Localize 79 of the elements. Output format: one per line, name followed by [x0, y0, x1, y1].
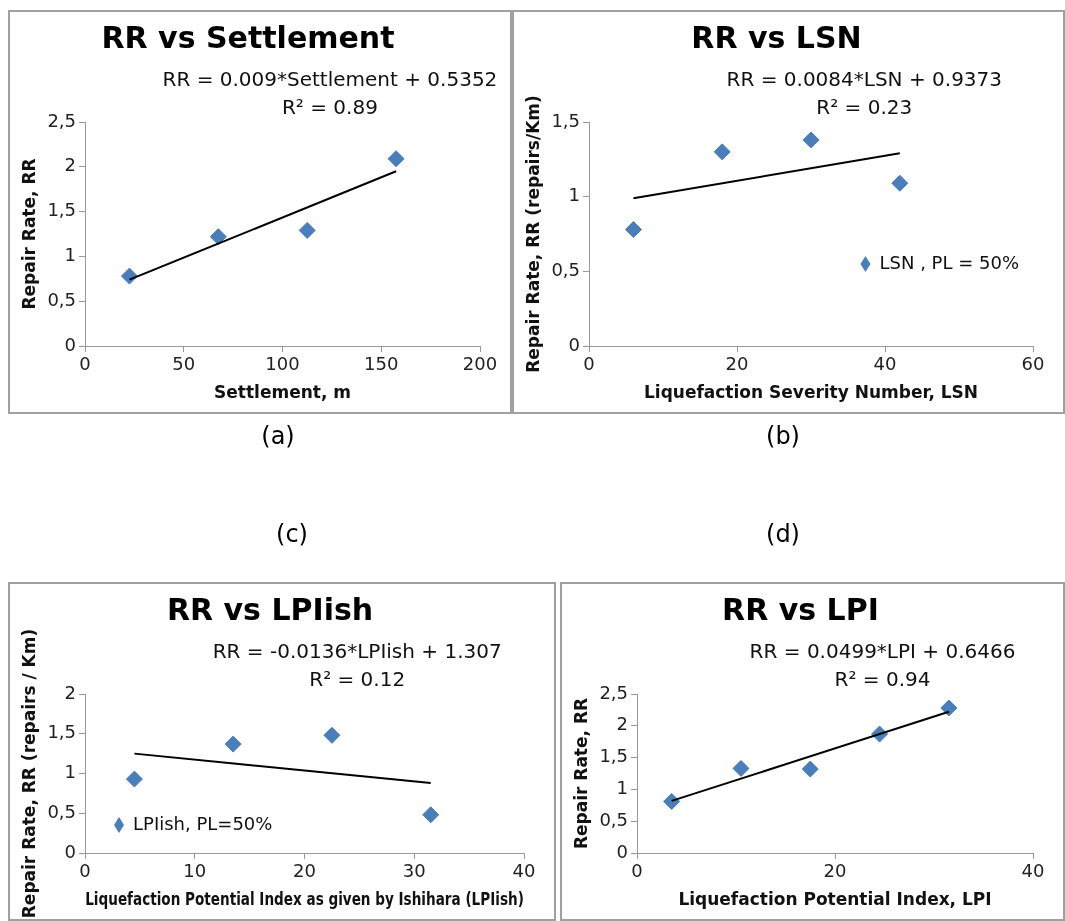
x-tick-label: 20: [725, 353, 749, 375]
point: [624, 221, 642, 239]
x-axis-title: Liquefaction Potential Index as given by Ishihara (LPIish): [85, 889, 524, 910]
y-axis-title: Repair Rate, RR: [570, 697, 591, 850]
x-tick-label: 100: [265, 353, 300, 375]
y-tick-label: 1,5: [47, 199, 77, 221]
x-axis-title: Settlement, m: [214, 382, 351, 403]
y-tick-label: 0,5: [599, 808, 629, 830]
x-tick-label: 200: [462, 353, 498, 375]
y-tick-label: 0: [616, 840, 629, 862]
point: [209, 228, 227, 246]
x-tick-label: 0: [631, 860, 643, 882]
text: (c): [276, 520, 308, 548]
y-tick-label: 1: [616, 777, 629, 799]
text: (d): [766, 520, 800, 548]
y-tick-label: 0: [64, 333, 77, 355]
x-tick-label: 40: [512, 860, 536, 882]
chart-title: RR vs Settlement: [101, 19, 395, 55]
point: [387, 150, 405, 168]
text: R² = 0.89: [281, 95, 378, 119]
y-axis-title: Repair Rate, RR (repairs/Km): [522, 95, 543, 373]
x-tick-label: 30: [402, 860, 426, 882]
x-tick-label: 10: [183, 860, 207, 882]
point: [713, 143, 731, 161]
point: [891, 174, 909, 192]
text: R² = 0.23: [816, 95, 913, 119]
point: [125, 770, 143, 788]
x-axis-title: Liquefaction Severity Number, LSN: [643, 382, 979, 403]
y-tick-label: 2: [616, 713, 629, 735]
point: [802, 131, 820, 149]
x-tick-label: 50: [172, 353, 196, 375]
y-tick-label: 0: [64, 840, 77, 862]
text: R² = 0.94: [834, 667, 931, 691]
text: RR = 0.0499*LPI + 0.6466: [749, 639, 1016, 663]
y-tick-label: 1: [64, 244, 77, 266]
y-tick-label: 2,5: [47, 109, 77, 131]
y-tick-label: 2,5: [599, 681, 629, 703]
y-axis-title: Repair Rate, RR (repairs / Km): [18, 628, 39, 919]
y-tick-label: 0,5: [551, 259, 581, 281]
point: [298, 221, 316, 239]
point: [422, 806, 440, 824]
x-tick-label: 150: [364, 353, 399, 375]
text: RR = 0.009*Settlement + 0.5352: [162, 67, 498, 91]
x-tick-label: 60: [1021, 353, 1045, 375]
y-tick-label: 1,5: [47, 721, 77, 743]
point: [224, 735, 242, 753]
y-axis-title: Repair Rate, RR: [18, 158, 39, 310]
y-tick-label: 1: [64, 761, 77, 783]
y-tick-label: 1,5: [599, 745, 629, 767]
x-tick-label: 40: [1021, 860, 1045, 882]
x-tick-label: 20: [823, 860, 847, 882]
x-axis-title: Liquefaction Potential Index, LPI: [678, 889, 992, 910]
y-tick-label: 0: [568, 333, 581, 355]
x-tick-label: 0: [79, 860, 91, 882]
point: [732, 759, 750, 777]
chart-title: RR vs LSN: [691, 19, 862, 55]
legend-label: LSN , PL = 50%: [879, 251, 1019, 273]
chart-title: RR vs LPI: [722, 591, 879, 627]
x-tick-label: 40: [873, 353, 897, 375]
point: [323, 726, 341, 744]
text: R² = 0.12: [309, 667, 406, 691]
y-tick-label: 0,5: [47, 800, 77, 822]
text: (b): [766, 422, 800, 450]
x-tick-label: 20: [293, 860, 316, 882]
y-tick-label: 1: [568, 184, 581, 206]
x-tick-label: 0: [79, 353, 91, 375]
x-tick-label: 0: [583, 353, 595, 375]
y-tick-label: 2: [64, 154, 77, 176]
y-tick-label: 0,5: [47, 288, 77, 310]
text: RR = -0.0136*LPIish + 1.307: [212, 639, 502, 663]
chart-title: RR vs LPIish: [166, 591, 374, 627]
point: [663, 792, 681, 810]
text: RR = 0.0084*LSN + 0.9373: [726, 67, 1003, 91]
text: (a): [261, 422, 295, 450]
y-tick-label: 2: [64, 681, 77, 703]
point: [940, 699, 958, 717]
legend-label: LPIish, PL=50%: [133, 812, 273, 834]
point: [801, 760, 819, 778]
y-tick-label: 1,5: [551, 109, 581, 131]
